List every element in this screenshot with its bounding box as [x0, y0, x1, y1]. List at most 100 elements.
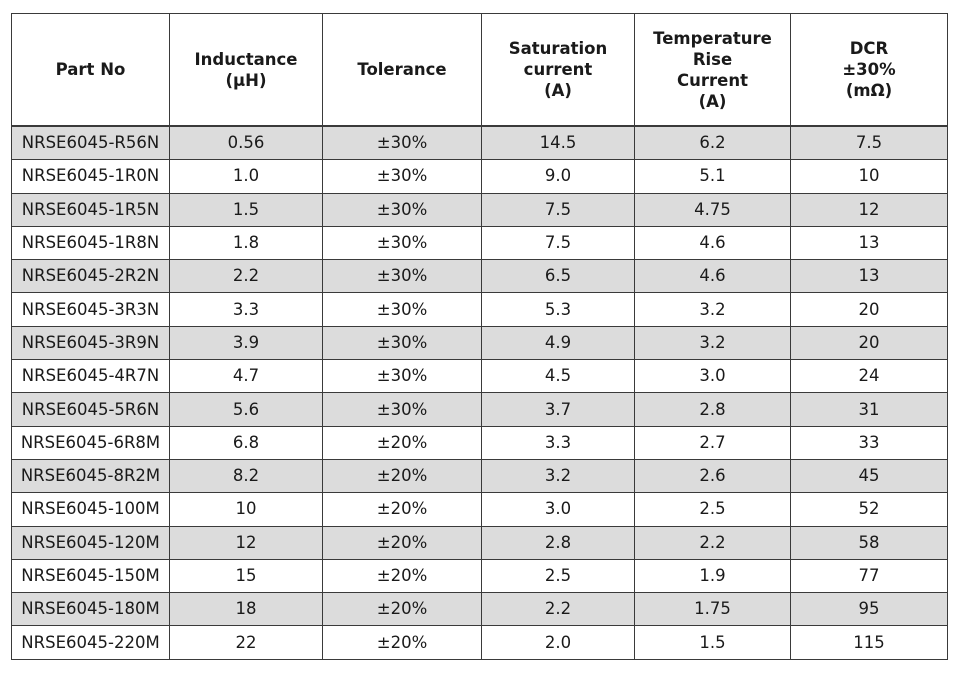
cell-dcr: 12	[790, 192, 948, 227]
cell-tolerance: ±20%	[322, 625, 482, 660]
column-header-line: Tolerance	[357, 60, 447, 79]
cell-saturation: 4.5	[481, 359, 635, 394]
cell-saturation: 3.0	[481, 492, 635, 527]
table-row: NRSE6045-4R7N 4.7 ±30% 4.5 3.0 24	[11, 359, 948, 394]
cell-part-no: NRSE6045-1R0N	[11, 159, 170, 194]
spec-table: Part No Inductance (μH) Tolerance Saturation…	[11, 13, 948, 660]
table-row: NRSE6045-1R8N 1.8 ±30% 7.5 4.6 13	[11, 225, 948, 261]
column-header-line: Part No	[55, 60, 126, 79]
table-row: NRSE6045-R56N 0.56 ±30% 14.5 6.2 7.5	[11, 125, 948, 161]
column-header-line: Current	[677, 70, 748, 90]
cell-dcr: 52	[790, 492, 948, 527]
table-row: NRSE6045-8R2M 8.2 ±20% 3.2 2.6 45	[11, 458, 948, 494]
cell-saturation: 9.0	[481, 159, 635, 194]
column-header-saturation: Saturation current (A)	[481, 13, 635, 127]
cell-part-no: NRSE6045-6R8M	[11, 425, 170, 460]
column-header-tolerance: Tolerance	[322, 13, 482, 127]
cell-inductance: 6.8	[169, 425, 323, 460]
cell-tolerance: ±30%	[322, 225, 482, 261]
cell-saturation: 2.8	[481, 525, 635, 560]
table-row: NRSE6045-5R6N 5.6 ±30% 3.7 2.8 31	[11, 392, 948, 427]
cell-inductance: 12	[169, 525, 323, 560]
cell-part-no: NRSE6045-1R8N	[11, 225, 170, 261]
column-header-line: (mΩ)	[845, 81, 893, 100]
cell-part-no: NRSE6045-5R6N	[11, 392, 170, 427]
column-header-line: Inductance	[194, 49, 298, 69]
cell-inductance: 5.6	[169, 392, 323, 427]
cell-part-no: NRSE6045-3R3N	[11, 292, 170, 327]
table-row: NRSE6045-6R8M 6.8 ±20% 3.3 2.7 33	[11, 425, 948, 460]
table-row: NRSE6045-2R2N 2.2 ±30% 6.5 4.6 13	[11, 259, 948, 294]
cell-part-no: NRSE6045-100M	[11, 492, 170, 527]
cell-temp-rise: 1.75	[634, 592, 791, 627]
cell-tolerance: ±20%	[322, 558, 482, 594]
cell-saturation: 2.2	[481, 592, 635, 627]
cell-temp-rise: 3.0	[634, 359, 791, 394]
cell-temp-rise: 2.8	[634, 392, 791, 427]
table-row: NRSE6045-1R5N 1.5 ±30% 7.5 4.75 12	[11, 192, 948, 227]
table-row: NRSE6045-1R0N 1.0 ±30% 9.0 5.1 10	[11, 159, 948, 194]
column-header-line: current	[523, 60, 593, 79]
cell-temp-rise: 3.2	[634, 292, 791, 327]
cell-dcr: 31	[790, 392, 948, 427]
cell-temp-rise: 1.5	[634, 625, 791, 660]
cell-inductance: 8.2	[169, 458, 323, 494]
cell-dcr: 13	[790, 225, 948, 261]
cell-inductance: 18	[169, 592, 323, 627]
cell-temp-rise: 2.6	[634, 458, 791, 494]
table-row: NRSE6045-120M 12 ±20% 2.8 2.2 58	[11, 525, 948, 560]
column-header-line: ±30%	[842, 60, 896, 79]
column-header-dcr: DCR ±30% (mΩ)	[790, 13, 948, 127]
cell-part-no: NRSE6045-3R9N	[11, 325, 170, 361]
cell-saturation: 2.5	[481, 558, 635, 594]
cell-part-no: NRSE6045-120M	[11, 525, 170, 560]
cell-tolerance: ±30%	[322, 325, 482, 361]
cell-temp-rise: 6.2	[634, 125, 791, 161]
cell-inductance: 1.0	[169, 159, 323, 194]
cell-dcr: 45	[790, 458, 948, 494]
cell-temp-rise: 5.1	[634, 159, 791, 194]
header-row: Part No Inductance (μH) Tolerance Saturation…	[11, 13, 948, 127]
cell-temp-rise: 4.6	[634, 259, 791, 294]
cell-part-no: NRSE6045-180M	[11, 592, 170, 627]
cell-temp-rise: 1.9	[634, 558, 791, 594]
table-row: NRSE6045-180M 18 ±20% 2.2 1.75 95	[11, 592, 948, 627]
cell-temp-rise: 3.2	[634, 325, 791, 361]
cell-tolerance: ±20%	[322, 592, 482, 627]
column-header-line: DCR	[849, 39, 889, 58]
cell-part-no: NRSE6045-4R7N	[11, 359, 170, 394]
cell-dcr: 20	[790, 292, 948, 327]
cell-part-no: NRSE6045-2R2N	[11, 259, 170, 294]
cell-saturation: 4.9	[481, 325, 635, 361]
column-header-part-no: Part No	[11, 13, 170, 127]
cell-temp-rise: 2.5	[634, 492, 791, 527]
cell-temp-rise: 2.7	[634, 425, 791, 460]
cell-part-no: NRSE6045-R56N	[11, 125, 170, 161]
cell-saturation: 7.5	[481, 225, 635, 261]
cell-inductance: 4.7	[169, 359, 323, 394]
table-row: NRSE6045-3R3N 3.3 ±30% 5.3 3.2 20	[11, 292, 948, 327]
cell-inductance: 15	[169, 558, 323, 594]
cell-tolerance: ±20%	[322, 425, 482, 460]
cell-dcr: 24	[790, 359, 948, 394]
table-row: NRSE6045-150M 15 ±20% 2.5 1.9 77	[11, 558, 948, 594]
cell-inductance: 0.56	[169, 125, 323, 161]
table-row: NRSE6045-100M 10 ±20% 3.0 2.5 52	[11, 492, 948, 527]
cell-temp-rise: 4.6	[634, 225, 791, 261]
column-header-line: Saturation	[508, 39, 608, 58]
cell-saturation: 3.7	[481, 392, 635, 427]
cell-part-no: NRSE6045-1R5N	[11, 192, 170, 227]
cell-tolerance: ±30%	[322, 192, 482, 227]
cell-dcr: 58	[790, 525, 948, 560]
table-body: NRSE6045-R56N 0.56 ±30% 14.5 6.2 7.5 NRSE6045-…	[11, 125, 948, 660]
cell-inductance: 2.2	[169, 259, 323, 294]
cell-tolerance: ±30%	[322, 292, 482, 327]
cell-dcr: 20	[790, 325, 948, 361]
cell-tolerance: ±30%	[322, 159, 482, 194]
cell-dcr: 33	[790, 425, 948, 460]
cell-inductance: 1.8	[169, 225, 323, 261]
table-header: Part No Inductance (μH) Tolerance Saturation…	[11, 13, 948, 127]
cell-dcr: 95	[790, 592, 948, 627]
table-row: NRSE6045-3R9N 3.9 ±30% 4.9 3.2 20	[11, 325, 948, 361]
column-header-line: (A)	[544, 81, 572, 100]
